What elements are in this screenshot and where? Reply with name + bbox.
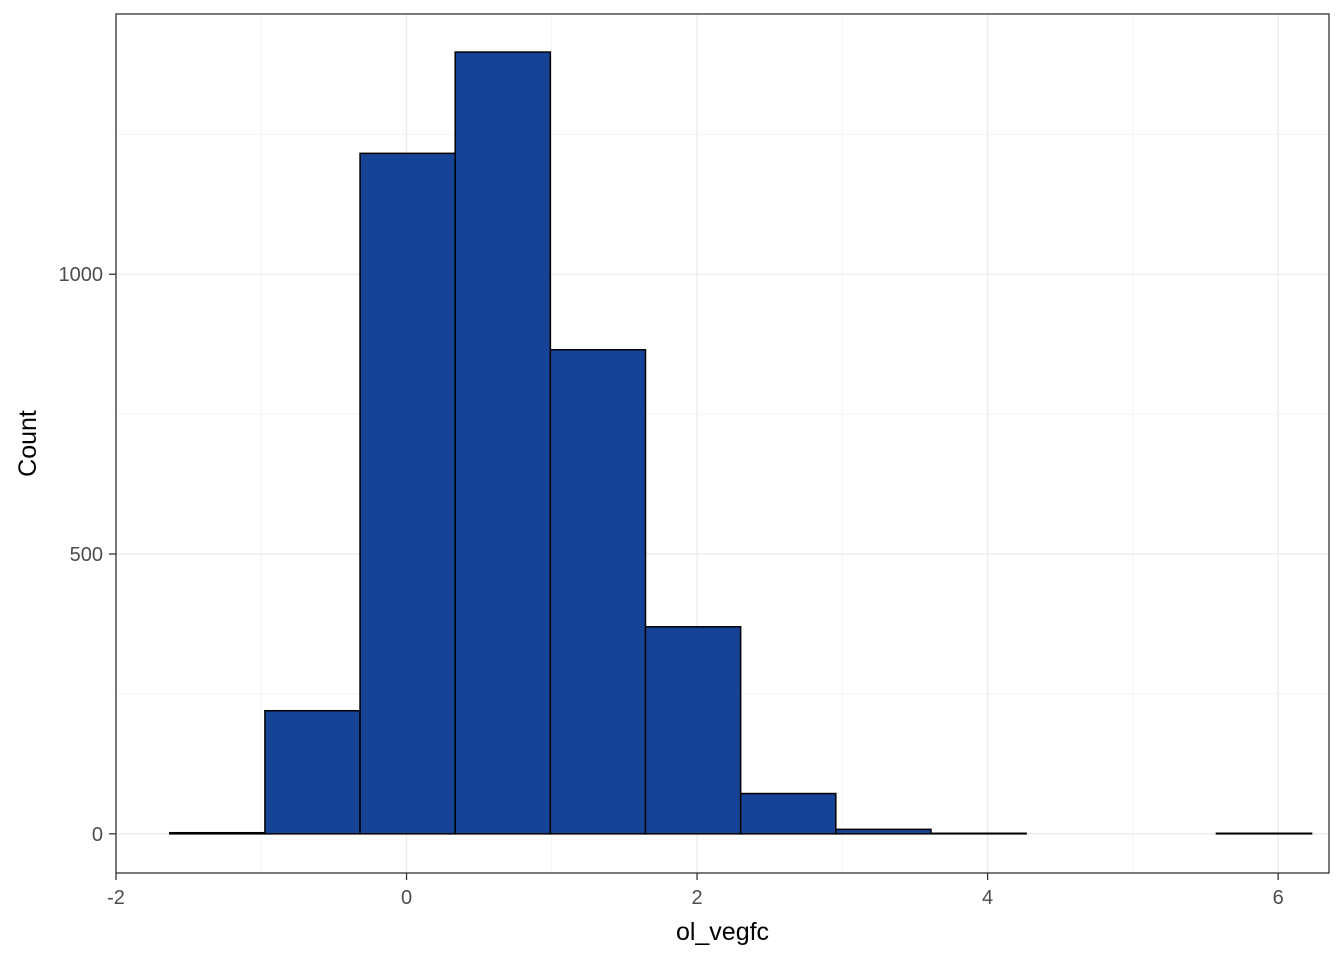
histogram-bar xyxy=(739,792,837,835)
histogram-bar xyxy=(835,828,932,835)
y-tick-label: 0 xyxy=(92,824,103,846)
panel-border xyxy=(115,13,1330,874)
x-tick-label: 6 xyxy=(1273,887,1284,909)
y-tick-label: 1000 xyxy=(59,264,104,286)
histogram-bar xyxy=(644,626,742,835)
x-tick-label: 0 xyxy=(401,887,412,909)
histogram-bar xyxy=(1215,832,1313,835)
y-axis-title: Count xyxy=(14,410,42,477)
y-tick-label: 500 xyxy=(70,544,103,566)
y-axis: 0 500 1000 xyxy=(59,264,116,846)
histogram-bar xyxy=(168,831,266,835)
histogram-bars xyxy=(168,51,1313,835)
x-tick-label: -2 xyxy=(107,887,125,909)
histogram-bar xyxy=(930,832,1027,835)
x-tick-label: 2 xyxy=(692,887,703,909)
histogram-bar xyxy=(359,152,456,835)
x-axis-title: ol_vegfc xyxy=(676,918,769,946)
x-tick-label: 4 xyxy=(982,887,993,909)
histogram-bar xyxy=(454,51,552,835)
histogram-bar xyxy=(264,709,361,835)
x-axis: -2 0 2 4 6 xyxy=(107,873,1284,909)
histogram-bar xyxy=(549,349,647,835)
